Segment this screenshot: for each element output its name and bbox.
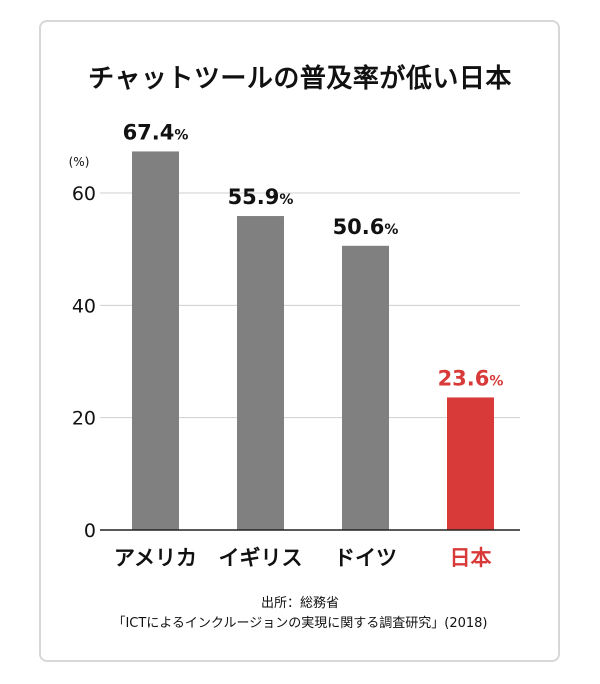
bar-4 bbox=[447, 397, 494, 530]
x-axis-categories: アメリカ イギリス ドイツ 日本 bbox=[114, 546, 491, 570]
bar-1 bbox=[132, 151, 179, 531]
y-axis-unit-label: (%) bbox=[69, 155, 90, 169]
category-label-3: ドイツ bbox=[334, 546, 397, 570]
category-label-1: アメリカ bbox=[114, 546, 197, 570]
value-label-2: 55.9% bbox=[228, 185, 294, 209]
category-label-2: イギリス bbox=[219, 546, 303, 570]
value-label-1: 67.4% bbox=[123, 120, 189, 144]
category-label-4: 日本 bbox=[450, 546, 492, 570]
value-labels: 67.4% 55.9% 50.6% 23.6% bbox=[123, 120, 504, 390]
bar-2 bbox=[237, 216, 284, 531]
y-axis-ticks: 0 20 40 60 bbox=[72, 183, 96, 542]
y-tick-label: 0 bbox=[84, 520, 96, 542]
chart-card bbox=[39, 20, 560, 662]
bar-3 bbox=[342, 245, 389, 530]
source-line-1: 出所：総務省 bbox=[260, 596, 339, 611]
bars bbox=[132, 151, 494, 531]
chart-title: チャットツールの普及率が低い日本 bbox=[88, 64, 512, 94]
y-tick-label: 40 bbox=[72, 295, 96, 317]
value-label-4: 23.6% bbox=[438, 366, 504, 390]
y-tick-label: 60 bbox=[72, 183, 96, 205]
source-line-2: 「ICTによるインクルージョンの実現に関する調査研究」(2018) bbox=[112, 616, 488, 631]
value-label-3: 50.6% bbox=[333, 215, 399, 239]
y-tick-label: 20 bbox=[72, 408, 96, 430]
